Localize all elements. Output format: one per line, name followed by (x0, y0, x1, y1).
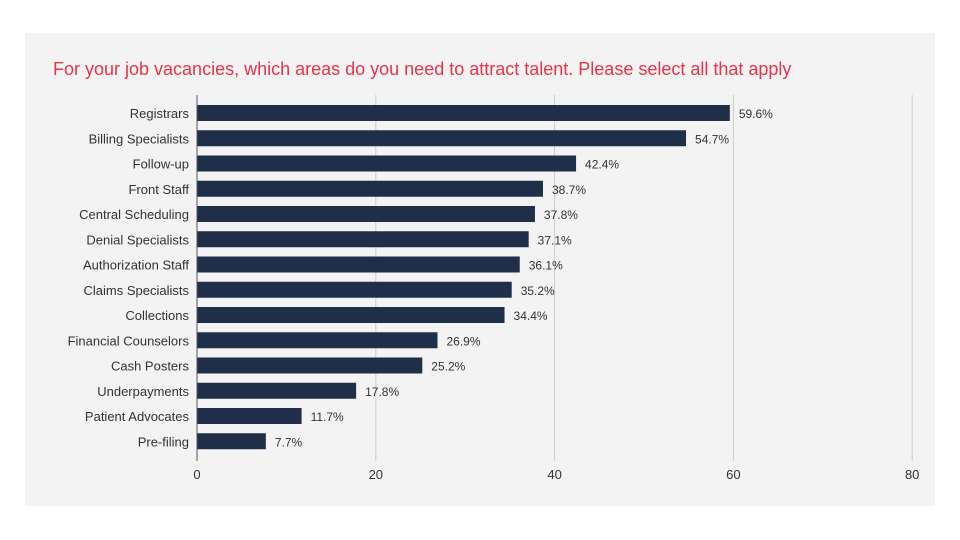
category-label: Registrars (130, 106, 190, 121)
category-label: Billing Specialists (89, 131, 190, 146)
bar (197, 307, 505, 323)
category-label: Cash Posters (111, 359, 190, 374)
value-label: 36.1% (529, 259, 563, 273)
bar (197, 206, 535, 222)
value-label: 26.9% (446, 334, 480, 348)
bar (197, 105, 730, 121)
category-label: Collections (125, 308, 189, 323)
grid-lines (375, 95, 913, 461)
category-label: Underpayments (97, 384, 189, 399)
bar (197, 256, 520, 273)
x-tick-label: 40 (547, 467, 561, 482)
bar (197, 155, 577, 172)
x-tick-label: 0 (193, 467, 200, 482)
value-label: 59.6% (739, 107, 773, 121)
bar (197, 408, 302, 424)
bar (197, 357, 423, 374)
chart-card: For your job vacancies, which areas do y… (25, 33, 935, 506)
category-label: Pre-filing (138, 434, 189, 449)
bar (197, 130, 687, 147)
bars (197, 105, 730, 450)
bar (197, 281, 512, 298)
bar-chart: Registrars Billing Specialists Follow-up Fr… (68, 95, 919, 482)
category-label: Denial Specialists (86, 232, 189, 247)
value-label: 38.7% (552, 183, 586, 197)
category-label: Central Scheduling (79, 207, 189, 222)
bar (197, 382, 357, 399)
category-label: Claims Specialists (84, 283, 190, 298)
x-tick-label: 20 (369, 467, 383, 482)
bar (197, 433, 266, 450)
value-label: 34.4% (514, 309, 548, 323)
value-label: 17.8% (365, 385, 399, 399)
category-label: Front Staff (129, 182, 190, 197)
chart-title: For your job vacancies, which areas do y… (53, 59, 792, 79)
category-label: Financial Counselors (68, 333, 190, 348)
bar (197, 180, 543, 197)
value-label: 35.2% (521, 284, 555, 298)
category-label: Authorization Staff (83, 258, 189, 273)
value-label: 54.7% (695, 132, 729, 146)
category-label: Patient Advocates (85, 409, 190, 424)
value-label: 25.2% (431, 360, 465, 374)
x-tick-label: 60 (726, 467, 740, 482)
category-label: Follow-up (133, 157, 189, 172)
x-tick-label: 80 (905, 467, 919, 482)
x-axis-ticks: 0 20 40 60 80 (193, 467, 919, 482)
bar (197, 332, 438, 349)
value-labels: 59.6% 54.7% 42.4% 38.7% 37.8% 37.1% 36.1% 35.2%… (275, 107, 773, 449)
value-label: 7.7% (275, 435, 303, 449)
value-label: 42.4% (585, 158, 619, 172)
bar (197, 231, 529, 248)
value-label: 37.8% (544, 208, 578, 222)
category-labels: Registrars Billing Specialists Follow-up Fr… (68, 106, 190, 449)
value-label: 11.7% (311, 410, 344, 424)
value-label: 37.1% (538, 233, 572, 247)
